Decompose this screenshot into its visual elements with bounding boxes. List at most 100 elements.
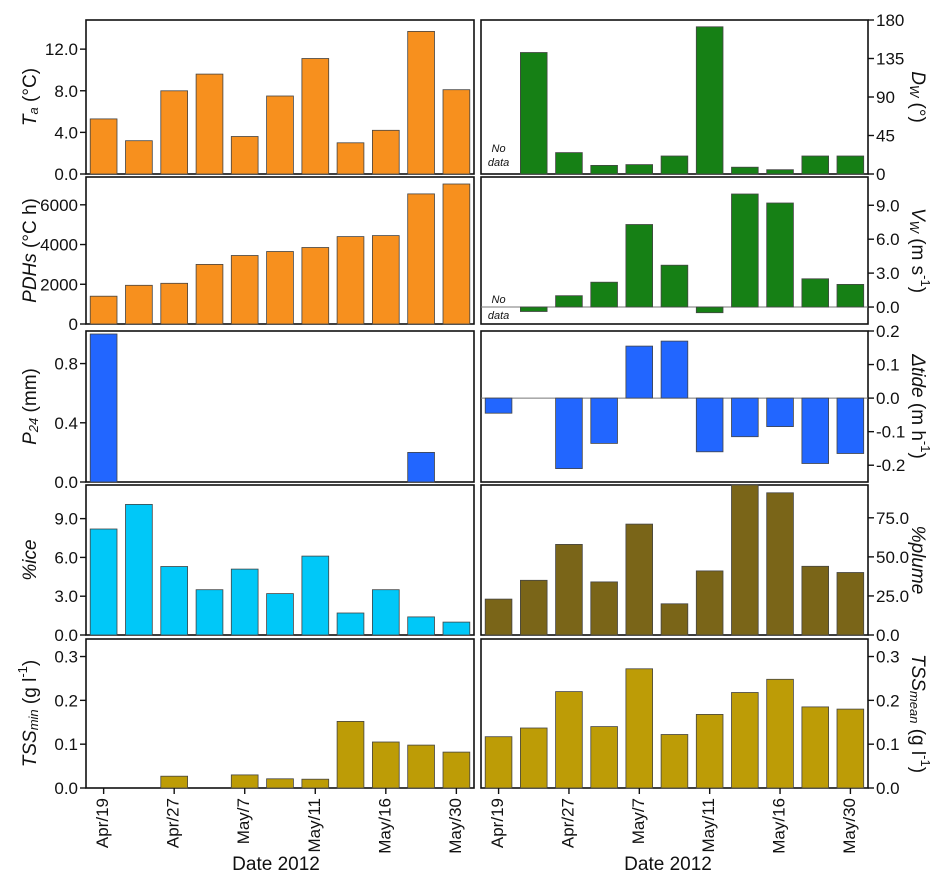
y-tick-label: 0.0 (876, 626, 900, 645)
bar (625, 224, 654, 308)
no-data-note: data (488, 157, 509, 169)
bar (801, 565, 830, 636)
y-axis-label-sup: -1 (15, 666, 30, 678)
y-axis-label: Δtide (m h-1) (907, 353, 933, 459)
bar (160, 775, 189, 789)
x-tick-label: May/30 (446, 798, 465, 854)
bar (801, 706, 830, 789)
bar (766, 678, 794, 789)
bar (625, 345, 654, 399)
y-axis-label-main: T (20, 113, 41, 126)
bar (660, 264, 689, 308)
bar (695, 570, 724, 636)
x-tick-label: May/7 (234, 798, 253, 844)
y-axis-label-rest: (°C h) (20, 198, 41, 253)
bar (695, 714, 724, 789)
panel-p24: 0.0 0.4 0.8 P24 (mm) (20, 330, 475, 492)
panel-plume: 0.0 25.0 50.0 75.0%plume (480, 484, 928, 645)
y-tick-label: 6.0 (54, 548, 78, 567)
y-axis-label-sub: 24 (26, 418, 41, 433)
bar (371, 589, 400, 636)
bar (520, 579, 548, 636)
bar (195, 73, 224, 175)
y-axis-label-main: %plume (907, 526, 928, 595)
bar (407, 193, 435, 325)
bar (195, 589, 224, 636)
y-axis-label-sub: a (26, 107, 41, 114)
bar (590, 164, 618, 175)
panel-ta: 0.04.08.012.0Ta (°C) (20, 19, 475, 184)
y-tick-label: 0.1 (876, 735, 900, 754)
bar (766, 202, 794, 308)
x-tick-label: Apr/19 (488, 798, 507, 848)
bar (442, 621, 471, 636)
bar (160, 566, 189, 636)
y-axis-label-main: %ice (20, 539, 41, 580)
bar (484, 598, 513, 636)
bar (836, 155, 865, 175)
bar (731, 193, 759, 308)
bar (695, 397, 724, 453)
x-axes: Apr/19 Apr/27 May/7 May/11 May/16 May/30 Apr/1… (93, 788, 859, 854)
y-tick-label: 0.3 (54, 648, 78, 667)
y-axis-label-rest: (°) (907, 97, 928, 123)
bar (89, 118, 118, 175)
y-axis-label-rest: (g l (20, 678, 41, 710)
bar (230, 568, 259, 636)
y-axis-label: TSSmin (g l-1) (15, 660, 41, 767)
y-axis-label-close: ) (907, 287, 928, 293)
bar (520, 52, 548, 175)
bar (336, 236, 365, 325)
y-tick-label: 0.0 (876, 779, 900, 798)
no-data-note: No (492, 143, 506, 155)
bar (801, 155, 830, 175)
y-axis-label-main: P (20, 432, 41, 445)
x-tick-label: May/7 (629, 798, 648, 844)
panel-ice: 0.0 3.0 6.0 9.0 %ice (20, 484, 475, 645)
bar (230, 255, 259, 325)
y-tick-label: 0.2 (54, 691, 78, 710)
y-tick-label: 25.0 (876, 587, 909, 606)
x-tick-label: May/16 (770, 798, 789, 854)
bar (125, 503, 153, 636)
bar (731, 484, 759, 636)
bar (442, 751, 471, 789)
bar (766, 492, 794, 636)
panel-vw: 0.0 3.0 6.0 9.0 VW (m s-1) No data (480, 176, 933, 325)
y-axis-label-main: TSS (907, 654, 928, 691)
bar (590, 581, 618, 636)
y-tick-label: 0.4 (54, 414, 78, 433)
y-tick-label: 135 (876, 50, 904, 69)
y-tick-label: 180 (876, 11, 904, 30)
y-tick-label: 0.0 (54, 626, 78, 645)
bar (590, 281, 618, 308)
panel-frame (480, 176, 869, 325)
bar (195, 263, 224, 325)
panel-frame (480, 330, 869, 483)
y-tick-label: 45 (876, 127, 895, 146)
x-axis-label-left: Date 2012 (232, 854, 320, 875)
y-axis-label-close: ) (907, 767, 928, 773)
y-axis-label-sub: W (907, 85, 922, 99)
y-tick-label: 0 (69, 315, 78, 334)
bar (336, 612, 365, 636)
y-axis-label: %ice (20, 539, 41, 580)
y-axis-label-rest: (m h (907, 398, 928, 441)
x-tick-label: May/16 (375, 798, 394, 854)
y-axis-label: PDHs (°C h) (20, 198, 41, 303)
bar (695, 306, 724, 314)
bar (590, 397, 618, 444)
bar (125, 140, 153, 175)
y-tick-label: 3.0 (54, 587, 78, 606)
y-axis-label: TSSmean (g l-1) (907, 654, 933, 773)
y-axis-label-close: ) (20, 660, 41, 666)
bar (731, 397, 759, 438)
y-axis-label-main: PDHs (20, 253, 41, 303)
y-tick-label: 90 (876, 88, 895, 107)
y-axis-label-rest: (g l (907, 723, 928, 755)
panel-tssmin: 0.0 0.1 0.2 0.3 TSSmin (g l-1) (15, 638, 475, 798)
bar (731, 166, 759, 175)
bar (371, 129, 400, 175)
